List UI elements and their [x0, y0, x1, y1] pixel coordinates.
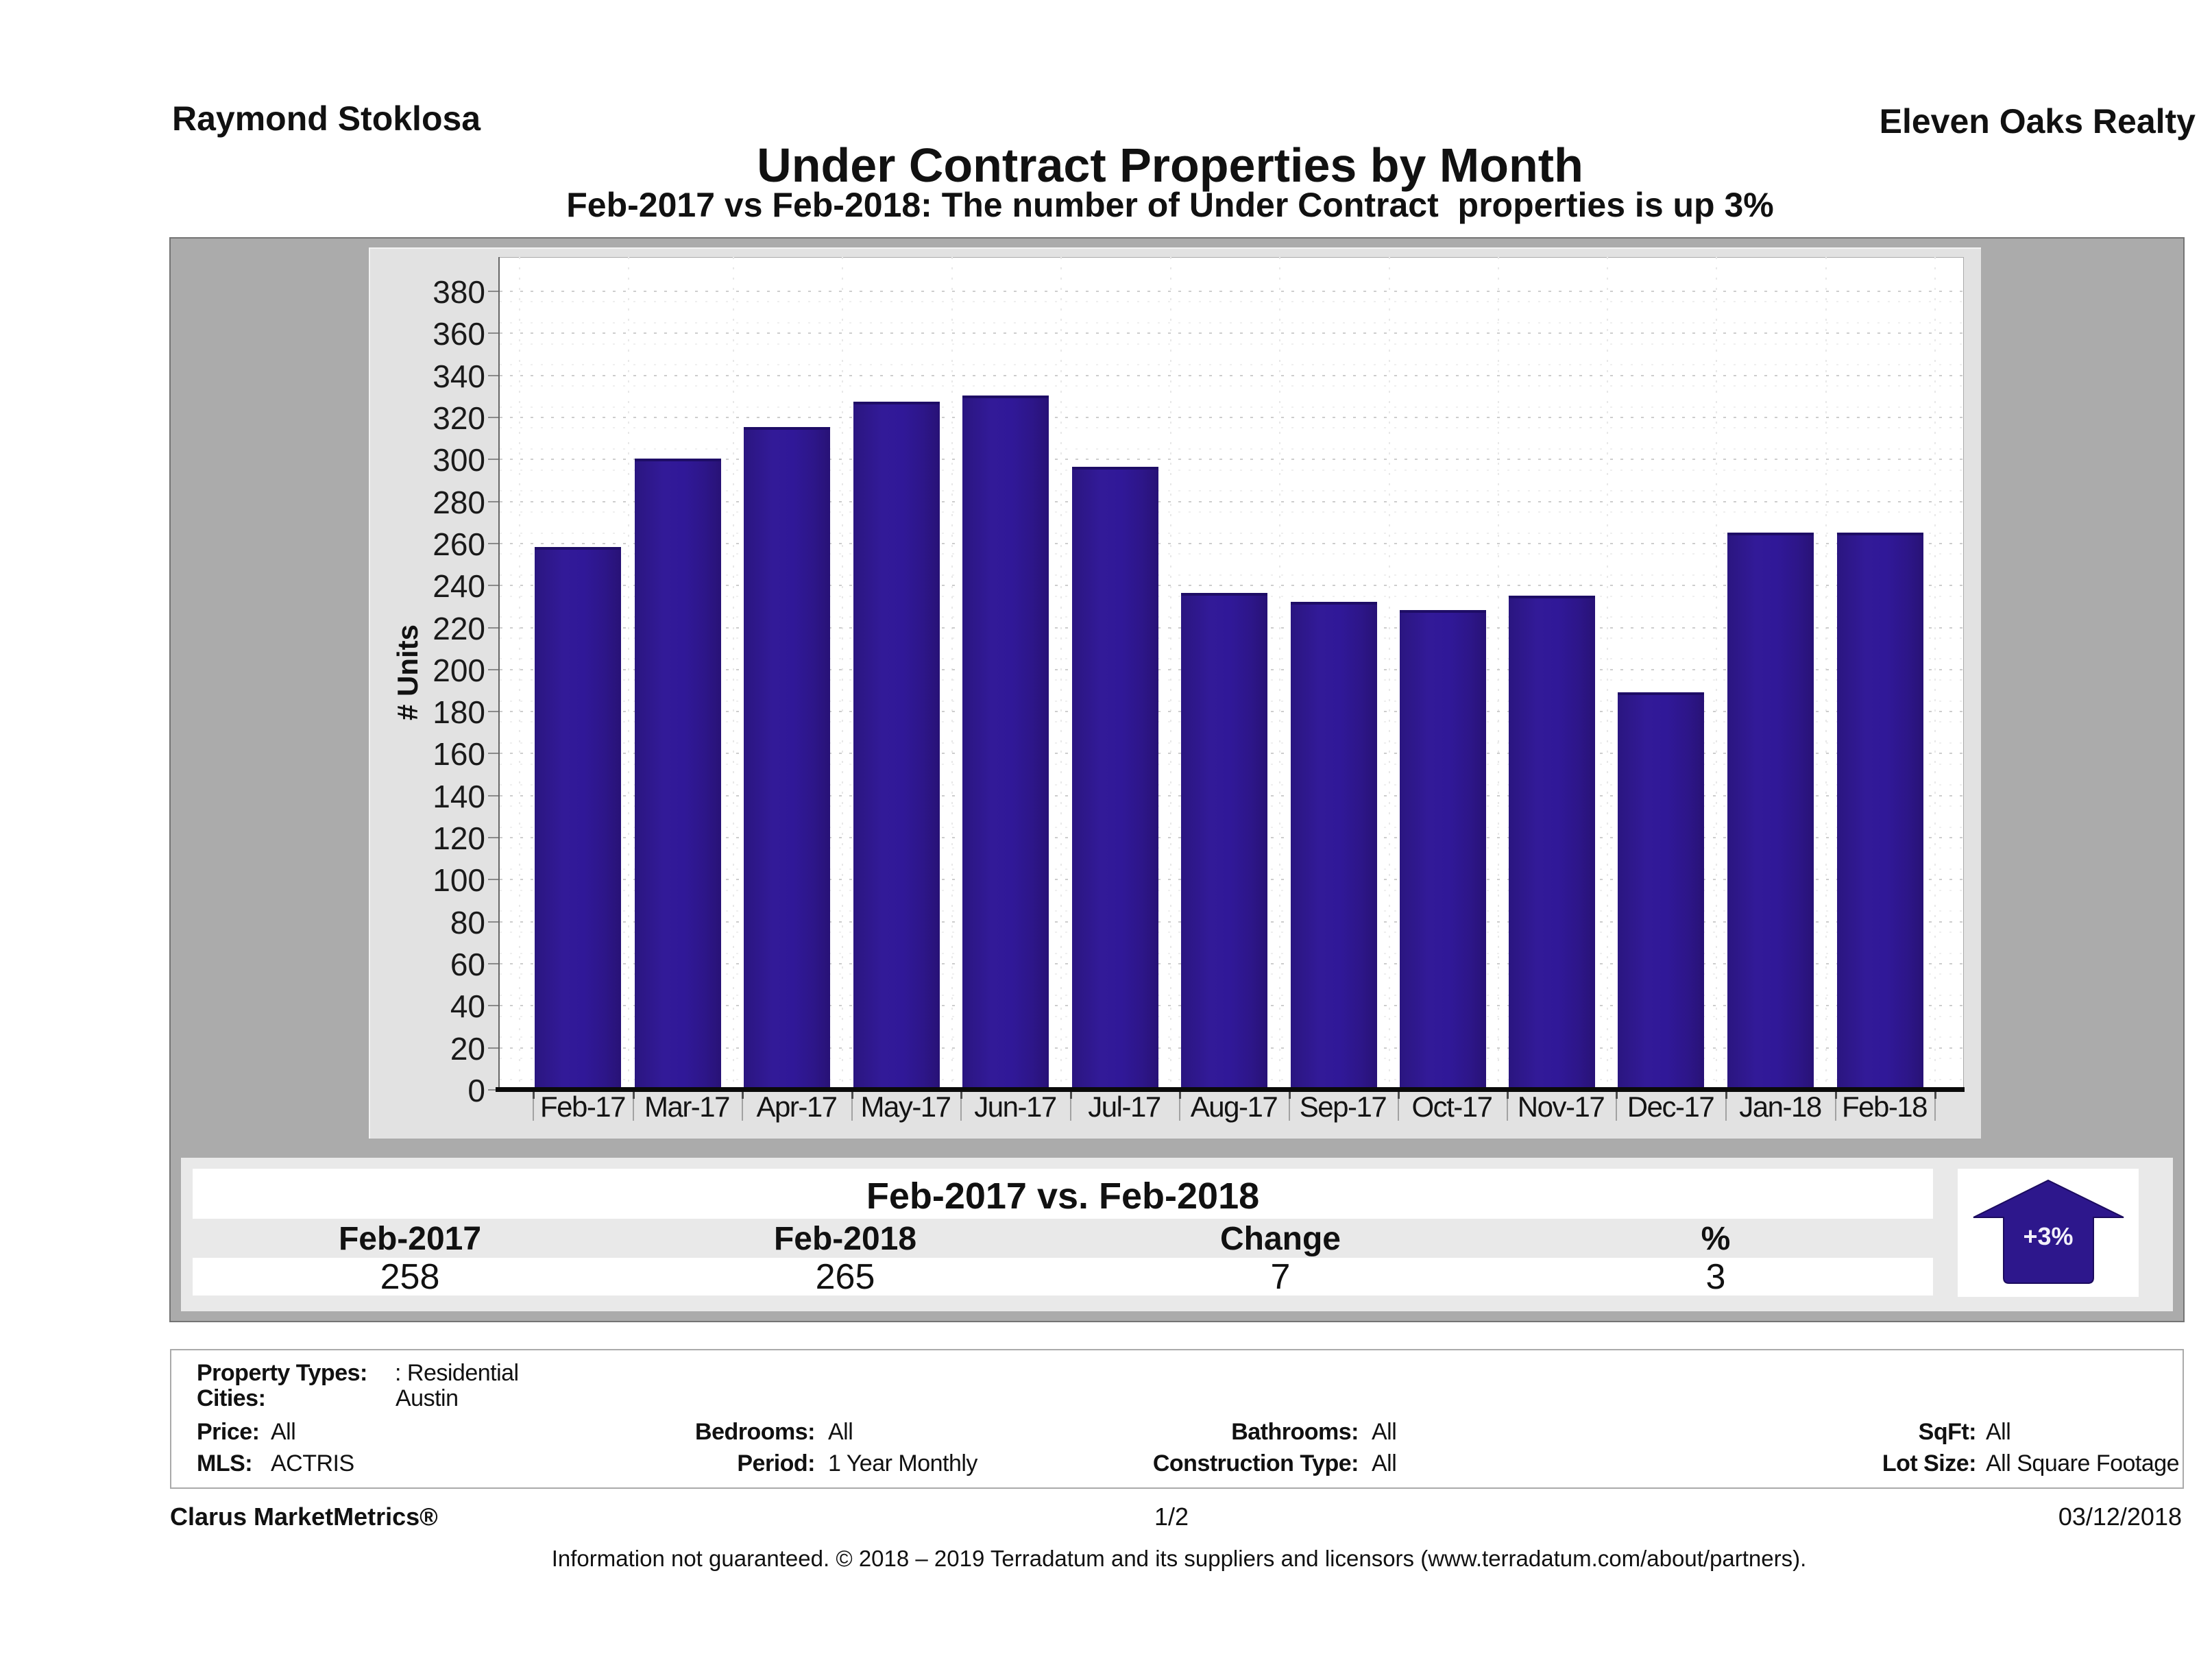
svg-text:+3%: +3%: [2023, 1222, 2073, 1250]
